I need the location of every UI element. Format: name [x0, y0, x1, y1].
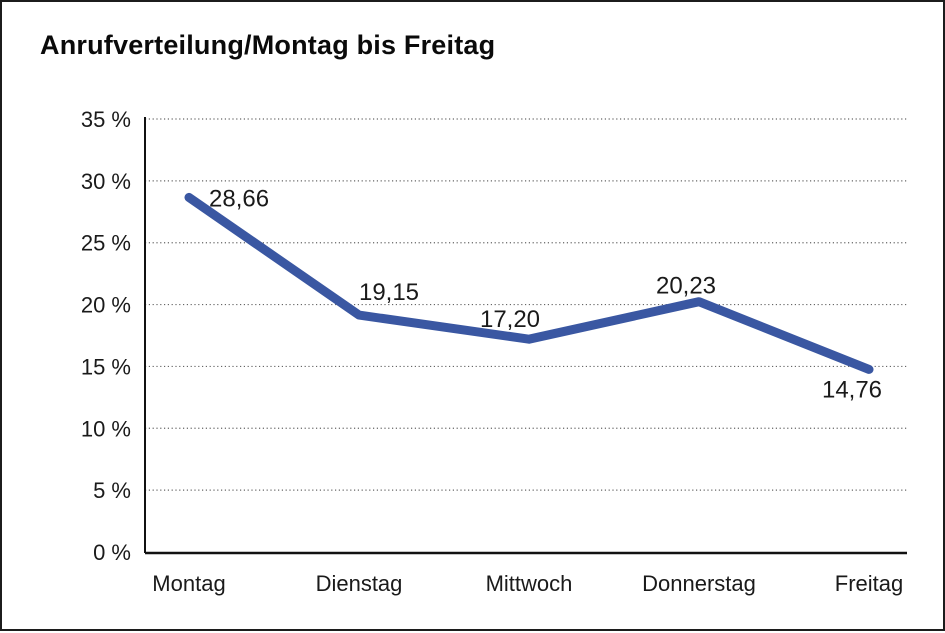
data-point-label: 14,76: [822, 376, 882, 403]
chart-title: Anrufverteilung/Montag bis Freitag: [40, 30, 496, 60]
y-tick-label: 35 %: [81, 107, 131, 132]
y-tick-label: 5 %: [93, 478, 131, 503]
y-tick-label: 15 %: [81, 354, 131, 379]
y-tick-label: 0 %: [93, 540, 131, 565]
x-category-label: Mittwoch: [486, 571, 573, 596]
x-category-label: Freitag: [835, 571, 903, 596]
x-category-label: Dienstag: [316, 571, 403, 596]
data-point-label: 17,20: [480, 306, 540, 333]
y-tick-label: 20 %: [81, 293, 131, 318]
x-category-label: Montag: [152, 571, 225, 596]
data-line-series: [184, 192, 874, 374]
y-tick-label: 25 %: [81, 231, 131, 256]
x-category-label: Donnerstag: [642, 571, 756, 596]
y-tick-label: 30 %: [81, 169, 131, 194]
data-point-label: 19,15: [359, 279, 419, 306]
data-point-label: 28,66: [209, 185, 269, 212]
data-point-label: 20,23: [656, 273, 716, 300]
y-tick-label: 10 %: [81, 416, 131, 441]
